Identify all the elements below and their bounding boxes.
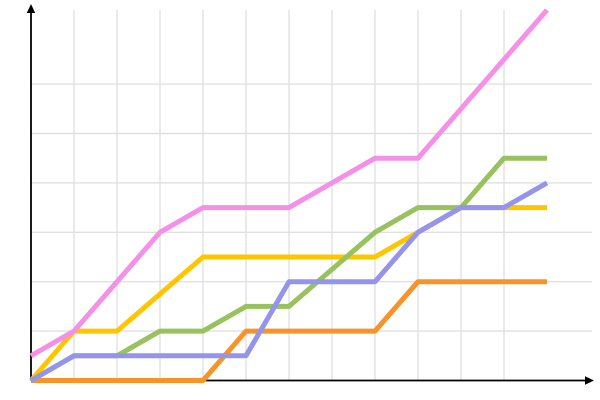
x-axis-arrow	[585, 376, 594, 385]
y-axis-arrow	[26, 4, 36, 13]
periwinkle-line	[29, 180, 549, 383]
orange-line	[31, 279, 547, 383]
violet-line	[29, 8, 549, 358]
